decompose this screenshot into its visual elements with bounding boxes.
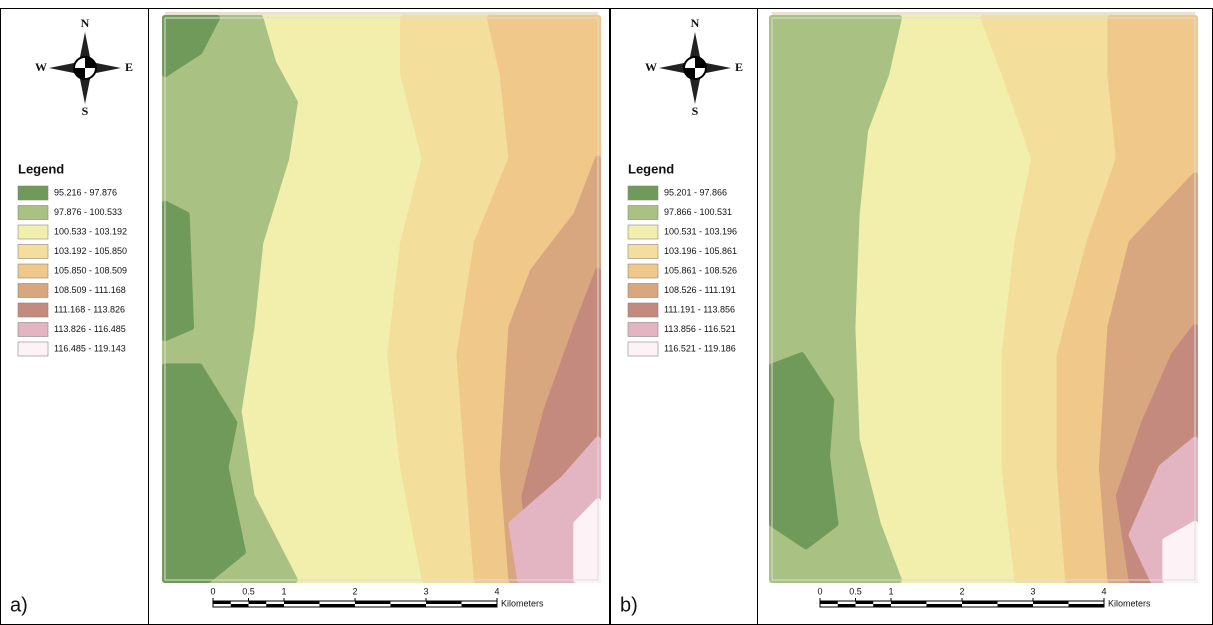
compass-n: N [691,16,700,30]
legend-title: Legend [18,161,64,176]
legend-swatch [17,205,49,220]
map-frame [771,17,1196,581]
scale-segment [426,601,462,604]
compass-w: W [35,60,47,74]
legend-label: 105.861 - 108.526 [664,265,737,275]
legend-label: 103.192 - 105.850 [54,246,127,256]
compass-s: S [82,104,89,118]
scale-label: 1 [281,586,286,596]
legend-swatch [17,341,49,357]
map-panel: N S W E Legend 95.216 - 97.876 97.876 - 100.53… [0,8,610,625]
legend-swatch [17,185,49,201]
legend-swatch [17,244,49,259]
scale-segment [266,604,284,607]
legend-swatch [17,224,49,240]
scale-segment [837,604,856,607]
map-panel: N S W E Legend 95.201 - 97.866 97.866 - 100.53… [610,8,1213,625]
scale-segment [873,604,891,607]
compass-w: W [645,60,657,74]
legend-label: 103.196 - 105.861 [664,246,737,256]
panel-label: b) [620,594,638,616]
scale-label: 0 [817,586,822,596]
scale-segment [461,604,497,607]
legend-label: 97.866 - 100.531 [664,207,732,217]
compass-e: E [125,60,133,74]
legend-label: 116.521 - 119.186 [664,343,736,353]
scale-label: 2 [959,586,964,596]
legend-swatch [627,244,659,259]
scale-label: 0.5 [242,586,255,596]
legend-label: 97.876 - 100.533 [54,207,122,217]
legend-label: 116.485 - 119.143 [54,343,126,353]
scale-segment [213,601,231,604]
panel-label: a) [10,594,28,616]
scale-unit: Kilometers [501,598,544,608]
compass-n: N [81,16,90,30]
legend-label: 105.850 - 108.509 [54,265,127,275]
legend-label: 108.509 - 111.168 [54,285,126,295]
legend-label: 113.856 - 116.521 [664,324,736,334]
scale-segment [820,601,838,604]
scale-label: 4 [1101,586,1106,596]
legend-swatch [627,283,659,298]
legend-swatch [627,205,659,220]
legend-label: 95.201 - 97.866 [664,187,727,197]
compass-quadrants [74,57,96,79]
map-region [162,200,194,342]
scale-label: 0.5 [849,586,862,596]
legend-swatch [627,322,659,337]
legend-label: 113.826 - 116.485 [54,324,126,334]
legend-label: 111.168 - 113.826 [54,304,125,314]
scale-label: 4 [494,586,499,596]
scale-segment [1033,601,1069,604]
scale-label: 0 [210,586,215,596]
scale-segment [390,604,426,607]
legend-swatch [627,263,659,279]
scale-label: 2 [352,586,357,596]
scale-label: 3 [1030,586,1035,596]
legend-label: 100.533 - 103.192 [54,226,127,236]
scale-segment [248,601,267,604]
scale-label: 3 [423,586,428,596]
scale-segment [284,601,320,604]
scale-segment [355,601,391,604]
legend-label: 111.191 - 113.856 [664,304,735,314]
legend-swatch [17,302,49,318]
compass-quadrants [684,57,706,79]
legend-swatch [17,283,49,298]
scale-segment [926,604,962,607]
scale-segment [855,601,874,604]
compass-e: E [735,60,743,74]
legend-label: 95.216 - 97.876 [54,187,117,197]
scale-unit: Kilometers [1108,598,1151,608]
scale-segment [962,601,998,604]
scale-segment [230,604,249,607]
map-frame [164,17,599,581]
legend-label: 108.526 - 111.191 [664,285,736,295]
compass-s: S [692,104,699,118]
scale-segment [891,601,927,604]
legend-swatch [627,224,659,240]
legend-title: Legend [628,161,674,176]
legend-swatch [627,185,659,201]
legend-swatch [627,302,659,318]
legend-label: 100.531 - 103.196 [664,226,737,236]
scale-segment [319,604,355,607]
legend-swatch [627,341,659,357]
scale-segment [997,604,1033,607]
scale-segment [1068,604,1104,607]
map-region [769,352,839,550]
legend-swatch [17,322,49,337]
scale-label: 1 [888,586,893,596]
legend-swatch [17,263,49,279]
